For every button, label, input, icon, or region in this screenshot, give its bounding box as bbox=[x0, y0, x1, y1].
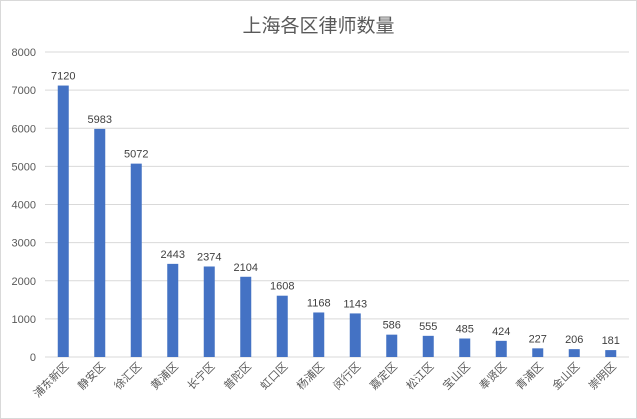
data-label: 2374 bbox=[197, 251, 221, 263]
data-label: 2443 bbox=[161, 249, 185, 261]
bar bbox=[349, 313, 361, 357]
bar bbox=[94, 128, 106, 357]
bar bbox=[495, 340, 507, 357]
data-label: 586 bbox=[383, 320, 401, 332]
data-label: 2104 bbox=[234, 262, 258, 274]
x-tick-label: 奉贤区 bbox=[476, 359, 509, 392]
bar bbox=[240, 276, 252, 357]
data-label: 424 bbox=[492, 326, 510, 338]
x-tick-label: 浦东新区 bbox=[30, 359, 71, 400]
y-tick-label: 0 bbox=[30, 352, 36, 364]
data-label: 206 bbox=[565, 334, 583, 346]
bar bbox=[57, 85, 69, 358]
bar bbox=[276, 295, 288, 357]
y-tick-label: 5000 bbox=[12, 161, 36, 173]
bar bbox=[130, 163, 142, 357]
data-label: 555 bbox=[419, 321, 437, 333]
bar bbox=[532, 348, 544, 357]
y-tick-label: 2000 bbox=[12, 276, 36, 288]
x-tick-label: 长宁区 bbox=[184, 359, 217, 392]
x-tick-label: 宝山区 bbox=[440, 359, 473, 392]
x-tick-label: 虹口区 bbox=[258, 360, 291, 393]
x-tick-label: 静安区 bbox=[75, 359, 108, 392]
x-tick-label: 青浦区 bbox=[513, 360, 546, 393]
bar bbox=[568, 349, 580, 357]
x-tick-label: 黄浦区 bbox=[148, 359, 181, 392]
x-tick-label: 松江区 bbox=[403, 359, 436, 392]
bar bbox=[459, 338, 471, 357]
y-tick-label: 3000 bbox=[12, 238, 36, 250]
y-tick-label: 1000 bbox=[12, 314, 36, 326]
data-label: 7120 bbox=[51, 71, 75, 83]
x-tick-label: 崇明区 bbox=[586, 360, 619, 393]
x-tick-label: 闵行区 bbox=[330, 359, 363, 392]
chart-title: 上海各区律师数量 bbox=[242, 15, 395, 37]
bar bbox=[203, 266, 215, 357]
x-tick-label: 普陀区 bbox=[221, 359, 254, 392]
data-label: 5983 bbox=[88, 114, 112, 126]
data-label: 485 bbox=[456, 324, 474, 336]
bar bbox=[422, 335, 434, 357]
y-tick-label: 8000 bbox=[12, 47, 36, 59]
y-tick-label: 7000 bbox=[12, 85, 36, 97]
x-tick-label: 杨浦区 bbox=[294, 359, 327, 392]
data-label: 1608 bbox=[270, 281, 294, 293]
bar bbox=[313, 312, 325, 357]
data-label: 5072 bbox=[124, 149, 148, 161]
bar bbox=[167, 263, 179, 357]
data-label: 227 bbox=[529, 333, 547, 345]
data-label: 1168 bbox=[307, 297, 331, 309]
x-tick-label: 徐汇区 bbox=[111, 359, 144, 392]
bar bbox=[605, 350, 617, 357]
y-tick-label: 4000 bbox=[12, 200, 36, 212]
bar bbox=[386, 334, 398, 357]
data-label: 181 bbox=[602, 335, 620, 347]
x-tick-label: 金山区 bbox=[549, 359, 582, 392]
x-tick-label: 嘉定区 bbox=[367, 359, 400, 392]
data-label: 1143 bbox=[343, 298, 367, 310]
y-tick-label: 6000 bbox=[12, 123, 36, 135]
